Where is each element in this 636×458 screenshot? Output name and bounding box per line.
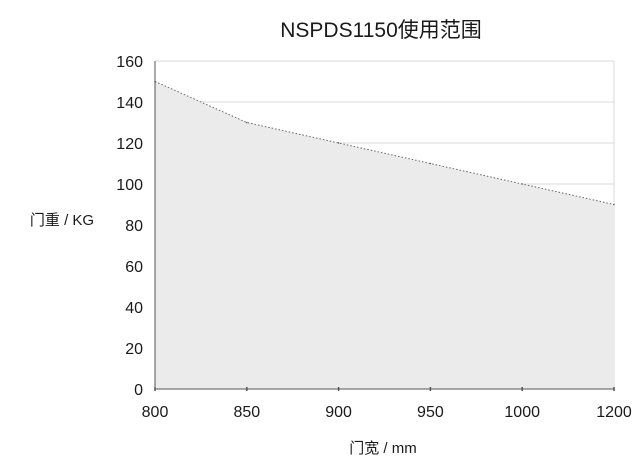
series-area-fill: [155, 81, 614, 389]
y-tick-label-140: 140: [116, 95, 143, 112]
data-point-1000: [521, 183, 523, 185]
x-tick-label-1200: 1200: [596, 404, 632, 421]
x-tick-label-800: 800: [142, 404, 169, 421]
series-line: [154, 81, 615, 205]
x-tick-label-900: 900: [325, 404, 352, 421]
data-point-900: [337, 142, 340, 144]
x-axis: 800 850 900 950 1000 1200: [142, 387, 632, 421]
x-tick-label-950: 950: [417, 404, 444, 421]
y-tick-label-100: 100: [116, 177, 143, 194]
x-tick-label-1000: 1000: [504, 404, 540, 421]
y-axis-label: 门重 / KG: [30, 212, 94, 229]
y-tick-label-120: 120: [116, 136, 143, 153]
y-tick-label-160: 160: [116, 54, 143, 71]
data-point-950: [429, 162, 432, 165]
data-point-850: [246, 121, 248, 124]
plot-area: [154, 80, 615, 389]
y-tick-label-20: 20: [125, 341, 143, 358]
y-axis: 0 20 40 60 80 100 120 140 160: [116, 54, 156, 399]
y-tick-label-0: 0: [134, 382, 143, 399]
y-tick-label-40: 40: [125, 300, 143, 317]
x-tick-label-850: 850: [233, 404, 260, 421]
x-axis-label: 门宽 / mm: [349, 440, 417, 457]
chart-title: NSPDS1150使用范围: [280, 19, 482, 42]
data-point-1200: [613, 203, 615, 206]
y-tick-label-80: 80: [125, 218, 143, 235]
y-tick-label-60: 60: [125, 259, 143, 276]
